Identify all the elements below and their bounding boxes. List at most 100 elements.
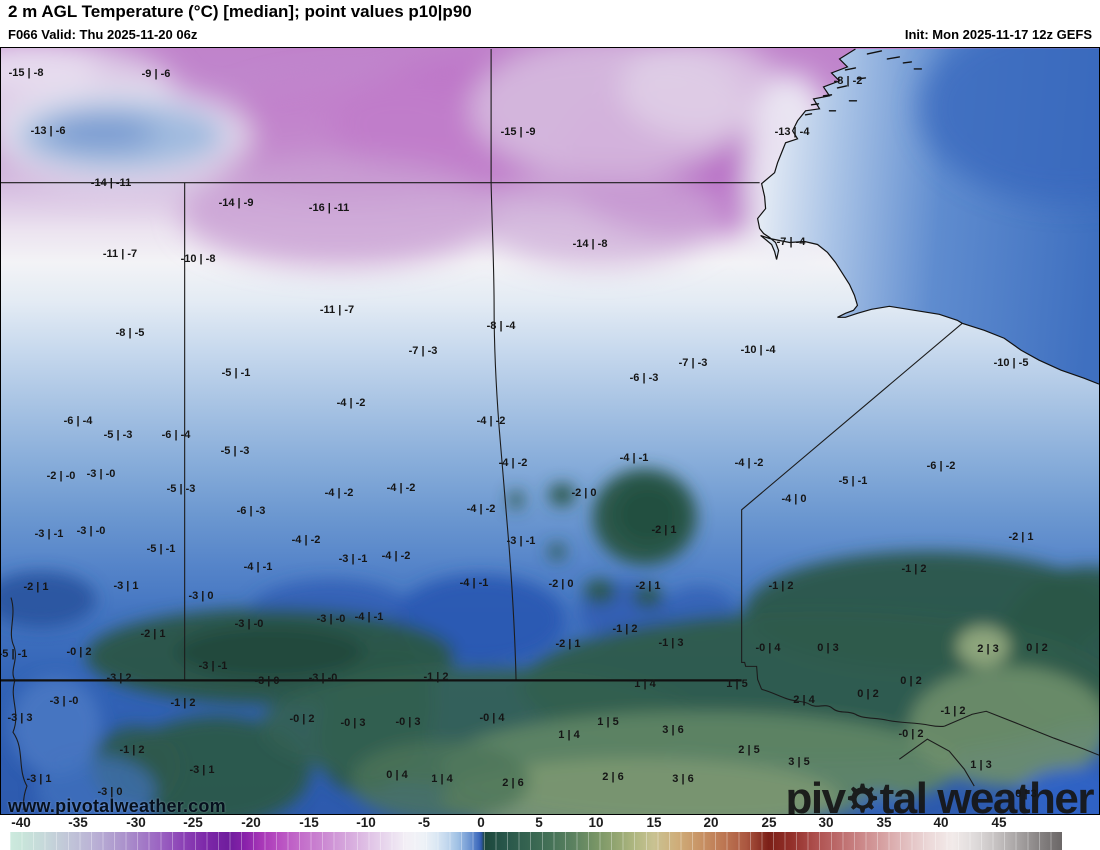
point-value: -14 | -8 [572,238,608,250]
point-value: -3 | -0 [234,618,264,630]
point-value: -4 | -2 [324,487,354,499]
point-value: -2 | 1 [635,580,661,592]
point-value: -6 | -4 [161,429,191,441]
boundary-mb-on [741,322,963,690]
point-value: -1 | 2 [901,563,927,575]
point-value: -2 | 1 [555,638,581,650]
hudson-bay-coastline [756,48,1099,385]
point-value: -4 | -2 [386,482,416,494]
point-value: -8 | -4 [486,320,516,332]
point-value: -15 | -9 [500,126,536,138]
point-value: -7 | -3 [408,345,438,357]
forecast-map[interactable]: -15 | -8 -9 | -6 -13 | -6 -14 | -11 -14 | -9… [0,47,1100,815]
point-value: -1 | 2 [612,623,638,635]
colorbar-tick: 25 [761,815,777,830]
point-value: 3 | 6 [662,724,684,736]
point-value: -3 | -0 [308,672,338,684]
point-values-layer: -15 | -8 -9 | -6 -13 | -6 -14 | -11 -14 | -9… [1,48,1099,814]
point-value: -7 | -4 [776,236,806,248]
point-value: -6 | -2 [926,460,956,472]
colorbar-tick: -25 [183,815,203,830]
point-value: -0 | 3 [340,717,366,729]
point-value: 3 | 5 [788,756,810,768]
point-value: -2 | 1 [1008,531,1034,543]
brand-watermark: piv tal weather [785,774,1095,815]
point-value: -3 | 1 [26,773,52,785]
warm-cold-blobs [1,468,1099,814]
point-value: -5 | -3 [103,429,133,441]
point-value: -3 | 3 [7,712,33,724]
point-value: -4 | -2 [476,415,506,427]
point-value: -4 | -1 [619,452,649,464]
point-value: -3 | -0 [76,525,106,537]
colorbar-tick: -20 [241,815,261,830]
point-value: -2 | 1 [140,628,166,640]
colorbar-tick: 5 [535,815,543,830]
colorbar-tick: -35 [68,815,88,830]
point-value: 3 | 6 [672,773,694,785]
point-value: -3 | -0 [86,468,116,480]
point-value: -4 | -1 [354,611,384,623]
colorbar-tick: 20 [703,815,719,830]
point-value: 0 | 2 [857,688,879,700]
point-value: -6 | -4 [63,415,93,427]
point-value: -3 | 1 [113,580,139,592]
point-value: -4 | -1 [243,561,273,573]
point-value: -0 | 4 [755,642,781,654]
point-value: -16 | -11 [308,202,350,214]
init-time-label: Init: Mon 2025-11-17 12z GEFS [904,27,1092,42]
point-value: -11 | -7 [319,304,355,316]
point-value: -2 | -0 [46,470,76,482]
point-value: -4 | -2 [336,397,366,409]
point-value: -6 | -3 [629,372,659,384]
point-value: 0 | 2 [1026,642,1048,654]
point-value: -7 | -3 [678,357,708,369]
point-value: 0 | 3 [1015,788,1037,800]
point-value: -3 | 1 [189,764,215,776]
point-value: 2 | 5 [738,744,760,756]
point-value: -1 | 3 [658,637,684,649]
point-value: -0 | 3 [395,716,421,728]
point-value: 1 | 4 [634,678,656,690]
colorbar-tick: 45 [991,815,1007,830]
boundary-on-mn-river [761,688,945,728]
point-value: -3 | 0 [254,675,280,687]
point-value: -8 | -5 [115,327,145,339]
point-value: -5 | -1 [221,367,251,379]
point-value: -3 | -1 [198,660,228,672]
point-value: -4 | -2 [381,550,411,562]
point-value: -1 | 2 [119,744,145,756]
point-value: -5 | -3 [166,483,196,495]
point-value: 0 | 4 [386,769,408,781]
point-value: -13 | -6 [30,125,66,137]
gear-icon [846,777,879,813]
point-value: 1 | 4 [431,773,453,785]
boundary-bc-ab [10,597,16,681]
colorbar-tick: -40 [11,815,31,830]
point-value: 1 | 4 [558,729,580,741]
point-value: -13 | -4 [774,126,810,138]
point-value: -1 | 2 [940,705,966,717]
point-value: -5 | -1 [838,475,868,487]
point-value: -11 | -7 [102,248,138,260]
point-value: -10 | -5 [993,357,1029,369]
point-value: -10 | -4 [740,344,776,356]
point-value: -14 | -11 [90,177,132,189]
boundary-id-mt [12,680,28,811]
point-value: -2 | 0 [571,487,597,499]
point-value: -3 | 0 [188,590,214,602]
point-value: -1 | 2 [768,580,794,592]
site-watermark: www.pivotalweather.com [8,796,226,815]
point-value: -3 | -1 [338,553,368,565]
point-value: -5 | -1 [146,543,176,555]
colorbar-tick: 15 [646,815,662,830]
colorbar-tick: 0 [477,815,485,830]
point-value: -1 | 2 [423,671,449,683]
point-value: 1 | 3 [970,759,992,771]
point-value: -3 | -1 [506,535,536,547]
point-value: -3 | -0 [316,613,346,625]
boundary-sk-mb [490,48,517,681]
point-value: 0 | 2 [900,675,922,687]
point-value: 1 | 5 [597,716,619,728]
